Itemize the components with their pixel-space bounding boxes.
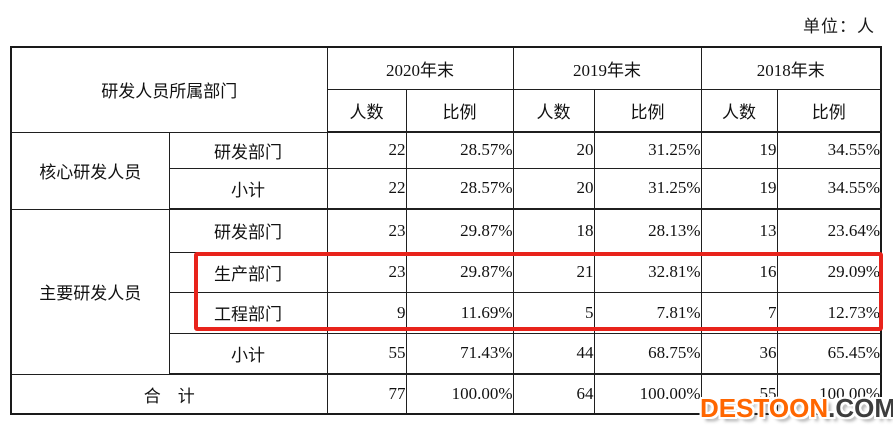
table-row: 主要研发人员 研发部门 23 29.87% 18 28.13% 13 23.64…: [10, 208, 882, 375]
year-header-2020: 2020年末: [326, 46, 514, 90]
year-header-2019: 2019年末: [512, 46, 702, 90]
value-cell: 29.87%: [405, 251, 514, 293]
unit-label: 单位：人: [803, 17, 875, 36]
value-cell: 20: [512, 131, 595, 169]
watermark: DESTOON.COM: [700, 393, 893, 424]
value-cell: 100.00%: [776, 373, 882, 415]
value-cell: 22: [326, 167, 407, 210]
value-cell: 31.25%: [593, 131, 702, 169]
value-cell: 36: [700, 332, 778, 375]
dept-cell-subtotal: 小计: [168, 332, 328, 375]
value-cell: 13: [700, 208, 778, 253]
watermark-suffix: .COM: [828, 393, 893, 423]
value-cell: 71.43%: [405, 332, 514, 375]
table-row-total: 合 计 77 100.00% 64 100.00% 55 100.00%: [10, 373, 882, 415]
value-cell: 18: [512, 208, 595, 253]
value-cell: 77: [326, 373, 407, 415]
value-cell: 21: [512, 251, 595, 293]
table-row-highlighted: 工程部门 9 11.69% 5 7.81% 7 12.73%: [11, 291, 882, 334]
value-cell: 7: [700, 291, 778, 334]
value-cell: 55: [326, 332, 407, 375]
value-cell: 9: [326, 291, 407, 334]
watermark-brand: DESTOON: [700, 393, 829, 423]
value-cell: 11.69%: [405, 291, 514, 334]
subheader-ratio: 比例: [593, 88, 702, 133]
value-cell: 19: [700, 131, 778, 169]
value-cell: 65.45%: [776, 332, 882, 375]
value-cell: 23: [326, 251, 407, 293]
subheader-ratio: 比例: [405, 88, 514, 133]
value-cell: 32.81%: [593, 251, 702, 293]
value-cell: 28.57%: [405, 167, 514, 210]
subheader-count: 人数: [700, 88, 778, 133]
dept-cell: 研发部门: [168, 131, 328, 169]
group-cell-main: 主要研发人员: [10, 208, 170, 375]
subheader-count: 人数: [512, 88, 595, 133]
value-cell: 16: [700, 251, 778, 293]
table-header-row-subcols: 人数 比例 人数 比例 人数 比例: [11, 88, 882, 133]
value-cell: 55: [700, 373, 778, 415]
dept-cell: 工程部门: [168, 291, 328, 334]
value-cell: 31.25%: [593, 167, 702, 210]
subheader-ratio: 比例: [776, 88, 882, 133]
group-cell-core: 核心研发人员: [10, 131, 170, 210]
table-header-row-years: 研发人员所属部门 2020年末 2019年末 2018年末: [10, 46, 882, 133]
value-cell: 12.73%: [776, 291, 882, 334]
value-cell: 100.00%: [405, 373, 514, 415]
value-cell: 29.87%: [405, 208, 514, 253]
value-cell: 23.64%: [776, 208, 882, 253]
table-row-subtotal: 小计 22 28.57% 20 31.25% 19 34.55%: [11, 167, 882, 210]
value-cell: 29.09%: [776, 251, 882, 293]
value-cell: 34.55%: [776, 131, 882, 169]
dept-cell: 研发部门: [168, 208, 328, 253]
dept-cell-subtotal: 小计: [168, 167, 328, 210]
table-row-subtotal: 小计 55 71.43% 44 68.75% 36 65.45%: [11, 332, 882, 375]
value-cell: 20: [512, 167, 595, 210]
value-cell: 19: [700, 167, 778, 210]
value-cell: 68.75%: [593, 332, 702, 375]
value-cell: 7.81%: [593, 291, 702, 334]
value-cell: 100.00%: [593, 373, 702, 415]
value-cell: 5: [512, 291, 595, 334]
value-cell: 34.55%: [776, 167, 882, 210]
value-cell: 23: [326, 208, 407, 253]
value-cell: 44: [512, 332, 595, 375]
table-row-highlighted: 生产部门 23 29.87% 21 32.81% 16 29.09%: [11, 251, 882, 293]
dept-cell: 生产部门: [168, 251, 328, 293]
value-cell: 22: [326, 131, 407, 169]
value-cell: 64: [512, 373, 595, 415]
value-cell: 28.57%: [405, 131, 514, 169]
year-header-2018: 2018年末: [700, 46, 882, 90]
rd-personnel-table: 研发人员所属部门 2020年末 2019年末 2018年末 人数 比例 人数 比…: [10, 46, 882, 415]
total-label-cell: 合 计: [10, 373, 328, 415]
value-cell: 28.13%: [593, 208, 702, 253]
table-row: 核心研发人员 研发部门 22 28.57% 20 31.25% 19 34.55…: [10, 131, 882, 210]
subheader-count: 人数: [326, 88, 407, 133]
dept-header-cell: 研发人员所属部门: [10, 46, 328, 133]
